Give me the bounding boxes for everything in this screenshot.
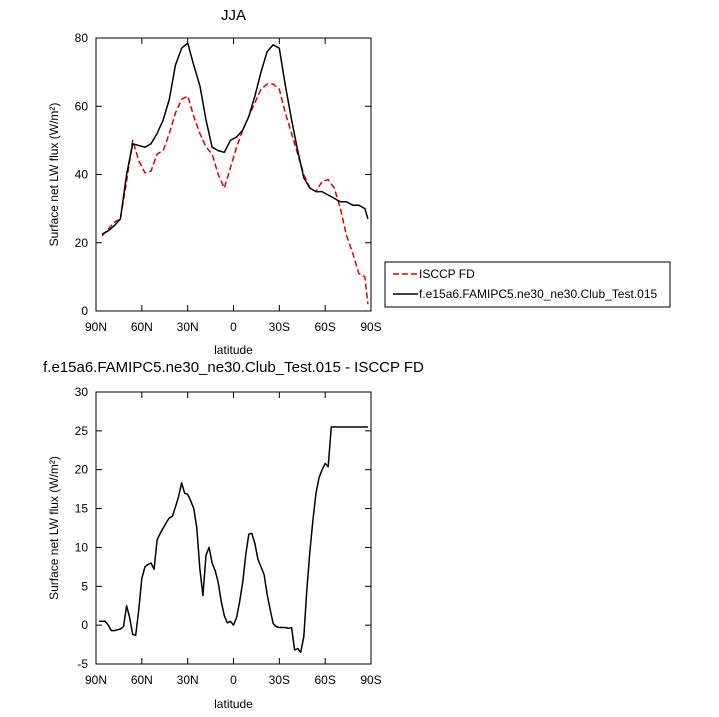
top-y-tick-label: 80 xyxy=(75,31,89,45)
bottom-x-axis-label: latitude xyxy=(214,697,253,711)
bottom-series-line-0 xyxy=(99,426,368,654)
bottom-y-tick-label: 5 xyxy=(81,579,88,593)
legend-label-isccp: ISCCP FD xyxy=(419,267,475,281)
top-series xyxy=(101,42,369,305)
bottom-y-axis-label: Surface net LW flux (W/m²) xyxy=(47,456,61,600)
top-plot-frame xyxy=(95,37,372,312)
top-x-tick-label: 90N xyxy=(85,320,107,334)
top-x-tick-label: 30S xyxy=(269,320,290,334)
top-x-ticks: 90N 60N 30N 0 30S 60S 90S xyxy=(85,38,382,334)
bottom-series xyxy=(99,426,368,654)
bottom-panel: f.e15a6.FAMIPC5.ne30_ne30.Club_Test.015 … xyxy=(43,359,424,711)
top-title: JJA xyxy=(221,7,246,24)
bottom-x-tick-label: 30N xyxy=(177,673,199,687)
top-y-tick-label: 0 xyxy=(81,304,88,318)
top-x-axis-label: latitude xyxy=(214,343,253,357)
bottom-y-ticks: -5 0 5 10 15 20 25 30 xyxy=(75,385,371,671)
top-panel: JJA 90N 60N 30N 0 30S 60S 90S 0 20 40 60 80 latitu… xyxy=(47,7,382,357)
legend-box xyxy=(384,261,671,308)
bottom-y-tick-label: 15 xyxy=(75,502,89,516)
bottom-y-tick-label: 20 xyxy=(75,463,89,477)
top-series-line-1 xyxy=(101,42,369,235)
top-y-tick-label: 20 xyxy=(75,236,89,250)
top-series-line-0 xyxy=(101,83,369,305)
bottom-x-tick-label: 60N xyxy=(131,673,153,687)
top-x-tick-label: 0 xyxy=(230,320,237,334)
bottom-y-tick-label: 25 xyxy=(75,424,89,438)
top-y-tick-label: 60 xyxy=(75,99,89,113)
bottom-x-tick-label: 90N xyxy=(85,673,107,687)
top-y-ticks: 0 20 40 60 80 xyxy=(75,31,371,318)
top-y-tick-label: 40 xyxy=(75,168,89,182)
bottom-y-tick-label: 10 xyxy=(75,540,89,554)
legend: ISCCP FD f.e15a6.FAMIPC5.ne30_ne30.Club_… xyxy=(384,261,671,308)
top-x-tick-label: 90S xyxy=(360,320,381,334)
bottom-y-tick-label: 30 xyxy=(75,385,89,399)
top-y-axis-label: Surface net LW flux (W/m²) xyxy=(47,103,61,247)
bottom-x-tick-label: 60S xyxy=(314,673,335,687)
bottom-y-tick-label: -5 xyxy=(77,657,88,671)
legend-label-model: f.e15a6.FAMIPC5.ne30_ne30.Club_Test.015 xyxy=(419,287,657,301)
bottom-x-tick-label: 30S xyxy=(269,673,290,687)
top-x-tick-label: 60S xyxy=(314,320,335,334)
bottom-x-tick-label: 90S xyxy=(360,673,381,687)
bottom-x-tick-label: 0 xyxy=(230,673,237,687)
top-x-tick-label: 60N xyxy=(131,320,153,334)
bottom-x-ticks: 90N 60N 30N 0 30S 60S 90S xyxy=(85,392,382,687)
bottom-title: f.e15a6.FAMIPC5.ne30_ne30.Club_Test.015 … xyxy=(43,359,424,376)
bottom-y-tick-label: 0 xyxy=(81,618,88,632)
top-x-tick-label: 30N xyxy=(177,320,199,334)
